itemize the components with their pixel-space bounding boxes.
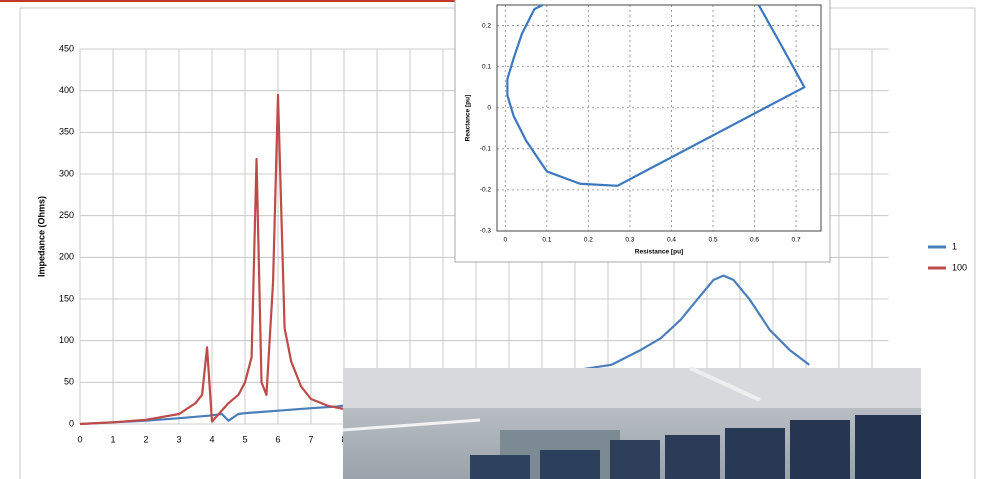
x-tick-label: 1 <box>110 434 115 444</box>
x-tick-label: 4 <box>209 434 214 444</box>
x-tick-label: 0.3 <box>625 237 634 244</box>
legend-label: 100 <box>952 262 967 272</box>
x-tick-label: 0.5 <box>708 237 717 244</box>
x-tick-label: 0 <box>77 434 82 444</box>
y-tick-label: 0.2 <box>482 22 491 29</box>
inset-panel <box>454 0 831 263</box>
y-tick-label: -0.2 <box>480 187 492 194</box>
x-tick-label: 7 <box>308 434 313 444</box>
x-tick-label: 0.4 <box>667 237 676 244</box>
legend-label: 1 <box>952 241 957 251</box>
photo-ceiling <box>343 368 921 408</box>
x-tick-label: 0.1 <box>542 237 551 244</box>
photo-rack <box>790 420 850 479</box>
photo-rack <box>665 435 720 479</box>
x-tick-label: 0 <box>503 237 507 244</box>
y-axis-label: Impedance (Ohms) <box>36 196 46 277</box>
series-line <box>506 4 806 187</box>
photo-light <box>689 366 761 402</box>
photo-rack <box>855 415 921 479</box>
photo-rack <box>610 440 660 479</box>
y-tick-label: 0.1 <box>482 63 491 70</box>
x-tick-label: 5 <box>242 434 247 444</box>
photo-rack <box>725 428 785 479</box>
y-tick-label: -0.1 <box>480 146 492 153</box>
y-tick-label: -0.3 <box>480 228 492 235</box>
y-tick-label: 0 <box>487 104 491 111</box>
photo-rack <box>470 455 530 479</box>
x-axis-label: Resistance [pu] <box>635 249 683 256</box>
y-tick-label: 200 <box>59 252 74 262</box>
x-tick-label: 2 <box>143 434 148 444</box>
y-tick-label: 400 <box>59 85 74 95</box>
series-line <box>79 93 345 426</box>
x-tick-label: 0.2 <box>584 237 593 244</box>
locus-chart: -0.3 -0.2 -0.1 0 0.1 0.2 0 0.1 0.2 0.3 0.4 0.5 0.6 0.… <box>465 4 822 256</box>
y-tick-label: 100 <box>59 335 74 345</box>
photo-light <box>342 418 481 432</box>
x-tick-label: 0.7 <box>792 237 801 244</box>
y-tick-label: 450 <box>59 43 74 53</box>
plot-area <box>496 4 822 232</box>
y-axis-label: Reactance [pu] <box>465 95 472 142</box>
y-tick-label: 0 <box>69 418 74 428</box>
x-tick-label: 3 <box>176 434 181 444</box>
x-tick-label: 6 <box>275 434 280 444</box>
photo <box>342 366 921 479</box>
y-tick-label: 300 <box>59 168 74 178</box>
y-tick-label: 50 <box>64 377 74 387</box>
photo-rack <box>540 450 600 479</box>
x-tick-label: 0.6 <box>750 237 759 244</box>
y-tick-label: 150 <box>59 293 74 303</box>
y-tick-label: 350 <box>59 127 74 137</box>
y-tick-label: 250 <box>59 210 74 220</box>
